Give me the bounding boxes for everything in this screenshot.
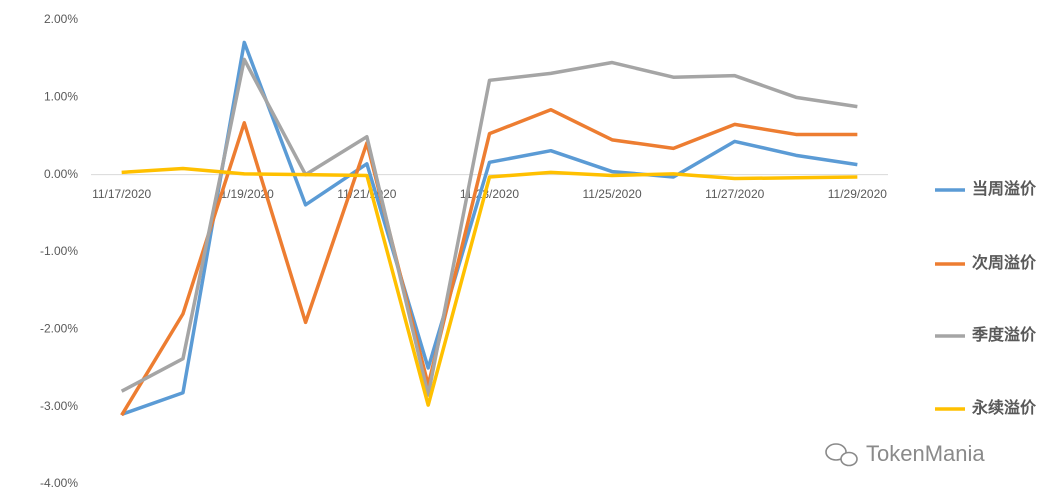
x-tick-label: 11/19/2020: [215, 187, 274, 201]
y-tick-label: 1.00%: [44, 90, 78, 104]
series-line: [121, 40, 858, 417]
y-tick-label: -1.00%: [40, 244, 78, 258]
legend-label: 当周溢价: [972, 179, 1037, 198]
x-tick-label: 11/17/2020: [92, 187, 151, 201]
x-tick-label: 11/25/2020: [583, 187, 642, 201]
y-tick-label: -4.00%: [40, 476, 78, 490]
legend-label: 永续溢价: [971, 398, 1037, 417]
y-tick-label: -3.00%: [40, 399, 78, 413]
legend-label: 次周溢价: [972, 253, 1037, 272]
watermark-icon: [825, 443, 858, 467]
series-line: [121, 166, 858, 407]
x-tick-label: 11/29/2020: [828, 187, 887, 201]
y-tick-label: 0.00%: [44, 167, 78, 181]
series-line: [120, 57, 858, 397]
series-line: [120, 107, 858, 417]
y-tick-label: -2.00%: [40, 322, 78, 336]
y-tick-label: 2.00%: [44, 12, 78, 26]
watermark: TokenMania: [866, 441, 985, 466]
legend-label: 季度溢价: [971, 325, 1037, 344]
x-tick-label: 11/27/2020: [705, 187, 764, 201]
